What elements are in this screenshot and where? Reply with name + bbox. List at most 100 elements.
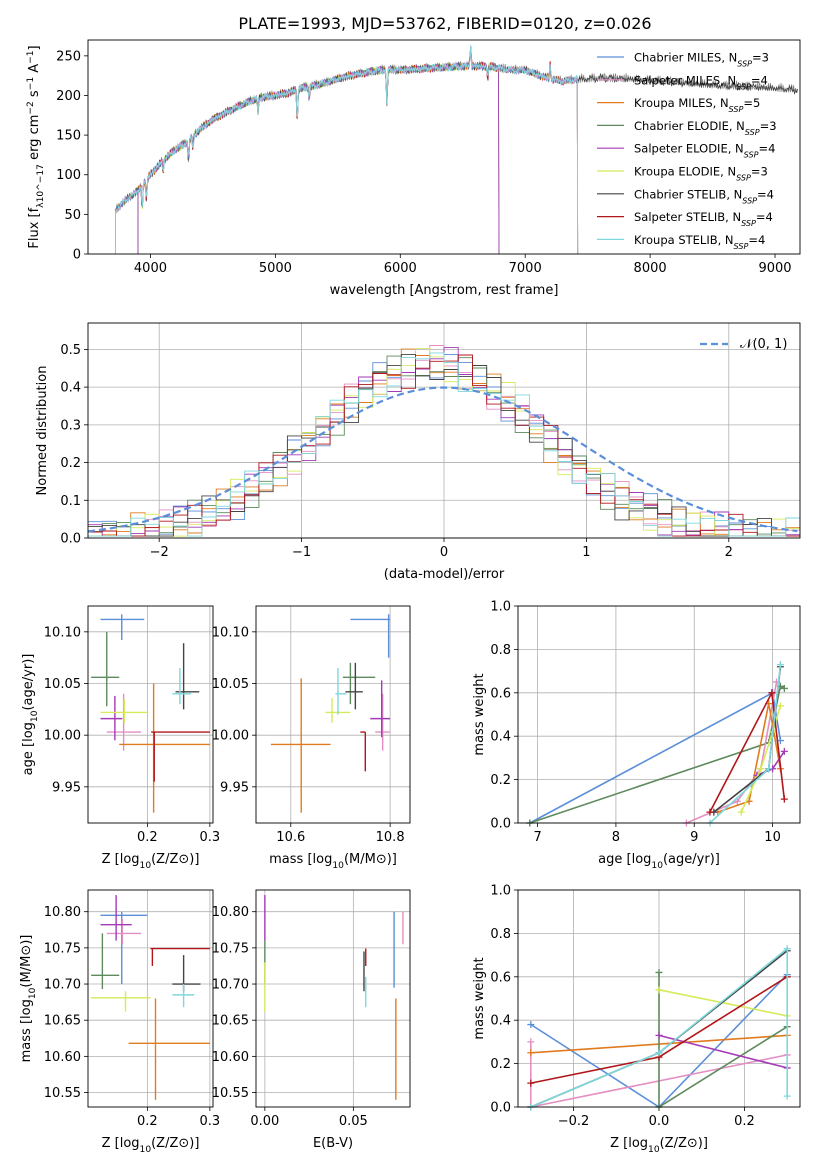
mass_vs_Z-ytick-label: 10.75 [44, 941, 81, 956]
weight_vs_Z-marker-kroupa_stelib [783, 1092, 791, 1100]
age_vs_mass-xtick-label: 10.8 [376, 830, 405, 845]
legend-label-kroupa_elodie: Kroupa ELODIE, NSSP=3 [634, 165, 768, 183]
spectrum-legend: Chabrier MILES, NSSP=3 Salpeter MILES, NS… [597, 51, 777, 250]
weight_vs_Z-marker-chabrier_miles [527, 1021, 535, 1029]
model-spectrum-kroupa_stelib [115, 44, 579, 254]
age_vs_Z-xtick-label: 0.3 [200, 830, 221, 845]
residuals-xtick-label: 1 [582, 545, 590, 560]
age_vs_mass-ytick-label: 10.05 [212, 677, 249, 692]
spectrum-xtick-label: 4000 [134, 261, 167, 276]
weight_vs_Z-marker-salpeter_miles [527, 1038, 535, 1046]
weight_vs_age-marker-kroupa_stelib [765, 765, 773, 773]
mass_vs_EBV-points [264, 895, 404, 1100]
weight_vs_age-marker-kroupa_elodie [737, 808, 745, 816]
mass_vs_Z-ytick-label: 10.55 [44, 1086, 81, 1101]
weight_vs_age-xtick-label: 10 [764, 830, 781, 845]
weight_vs_age-line-salpeter_miles [686, 681, 778, 824]
weight_vs_Z-frame [517, 889, 801, 1108]
age_vs_Z-ytick-label: 10.10 [44, 625, 81, 640]
legend-label-kroupa_miles: Kroupa MILES, NSSP=5 [634, 96, 760, 114]
residual-histograms [88, 345, 800, 537]
weight_vs_Z-marker-salpeter_elodie [655, 1031, 663, 1039]
spectrum-axes: 4000 5000 6000 7000 8000 9000 0 50 100 150 200 250 w… [26, 45, 792, 298]
spectrum-xtick-label: 6000 [384, 261, 417, 276]
spectrum-xtick-label: 5000 [259, 261, 292, 276]
mass_vs_Z-xlabel: Z [log10(Z/Z⊙)] [102, 1136, 200, 1155]
residuals-xtick-label: −1 [292, 545, 311, 560]
weight_vs_Z-ytick-label: 0.4 [490, 1014, 511, 1029]
spectrum-lines [115, 44, 798, 254]
legend-label-chabrier_miles: Chabrier MILES, NSSP=3 [634, 51, 769, 69]
weight_vs_Z-xlabel: Z [log10(Z/Z⊙)] [610, 1136, 708, 1155]
weight_vs_age-line-salpeter_stelib [709, 690, 786, 813]
residuals-ytick-label: 0.5 [60, 343, 81, 358]
age_vs_mass-frame [255, 605, 411, 824]
mass_vs_EBV-xtick-label: 0.00 [250, 1114, 279, 1129]
histogram-kroupa_stelib [88, 352, 800, 537]
legend-label-chabrier_stelib: Chabrier STELIB, NSSP=4 [634, 187, 774, 205]
weight_vs_age-line-kroupa_elodie [740, 705, 782, 813]
spectrum-xtick-label: 7000 [509, 261, 542, 276]
spectrum-ytick-label: 0 [73, 248, 81, 263]
model-spectrum-kroupa_elodie [137, 46, 500, 254]
weight_vs_Z-marker-kroupa_miles [527, 1049, 535, 1057]
weight_vs_Z-marker-chabrier_elodie [655, 968, 663, 976]
mass_vs_EBV-ytick-label: 10.60 [212, 1050, 249, 1065]
weight_vs_age-xtick-label: 7 [533, 830, 541, 845]
legend-label-salpeter_miles: Salpeter MILES, NSSP=4 [634, 73, 768, 91]
spectrum-ylabel: Flux [fλ10^−17 erg cm−2 s−1 A−1] [26, 45, 46, 248]
weight_vs_age-marker-chabrier_elodie [780, 684, 788, 692]
weight_vs_Z-series [527, 945, 791, 1111]
weight_vs_Z-ylabel: mass weight [472, 957, 487, 1039]
weight_vs_Z-marker-kroupa_elodie [655, 986, 663, 994]
weight_vs_age-marker-kroupa_elodie [757, 765, 765, 773]
weight_vs_age-axes: 7 8 9 10 0.0 0.2 0.4 0.6 0.8 1.0 age [log10(age/yr… [472, 600, 800, 871]
mass_vs_EBV-ytick-label: 10.75 [212, 941, 249, 956]
spectrum-xlabel: wavelength [Angstrom, rest frame] [330, 283, 559, 298]
weight_vs_Z-line-kroupa_elodie [658, 989, 788, 1017]
mass_vs_EBV-frame [255, 889, 411, 1108]
age_vs_Z-xlabel: Z [log10(Z/Z⊙)] [102, 852, 200, 871]
histogram-kroupa_elodie [88, 347, 800, 537]
legend-label-normal: 𝒩(0, 1) [740, 337, 787, 352]
legend-label-salpeter_elodie: Salpeter ELODIE, NSSP=4 [634, 142, 775, 160]
age_vs_Z-ylabel: age [log10(age/yr)] [21, 654, 40, 776]
weight_vs_age-series [526, 661, 788, 827]
spectrum-frame [87, 39, 801, 255]
age_vs_Z-ytick-label: 10.05 [44, 677, 81, 692]
mass_vs_Z-ylabel: mass [log10(M/M⊙)] [19, 935, 38, 1063]
weight_vs_Z-xtick-label: −0.2 [558, 1114, 590, 1129]
age_vs_Z-points [91, 614, 210, 813]
histogram-chabrier_stelib [88, 353, 800, 537]
residuals-xlabel: (data-model)/error [384, 567, 505, 582]
weight_vs_age-ytick-label: 0.2 [490, 773, 511, 788]
spectrum-ytick-label: 200 [56, 89, 81, 104]
age_vs_mass-ytick-label: 9.95 [220, 780, 249, 795]
weight_vs_age-xtick-label: 9 [690, 830, 698, 845]
age_vs_Z-ytick-label: 9.95 [52, 780, 81, 795]
age_vs_Z-ytick-label: 10.00 [44, 729, 81, 744]
weight_vs_Z-ytick-label: 0.8 [490, 927, 511, 942]
residuals-ylabel: Normed distribution [35, 366, 50, 496]
weight_vs_age-ytick-label: 0.0 [490, 817, 511, 832]
spectrum-xtick-label: 8000 [634, 261, 667, 276]
age_vs_mass-axes: 10.6 10.8 9.95 10.00 10.05 10.10 mass [log10(M… [212, 606, 410, 871]
residuals-ytick-label: 0.3 [60, 418, 81, 433]
spectrum-xtick-label: 9000 [758, 261, 791, 276]
weight_vs_age-marker-salpeter_stelib [768, 689, 776, 697]
mass_vs_Z-xtick-label: 0.2 [137, 1114, 158, 1129]
weight_vs_age-marker-salpeter_miles [733, 797, 741, 805]
age_vs_mass-points [270, 614, 391, 813]
legend-label-chabrier_elodie: Chabrier ELODIE, NSSP=3 [634, 119, 777, 137]
weight_vs_age-ytick-label: 1.0 [490, 600, 511, 615]
weight_vs_Z-ytick-label: 1.0 [490, 884, 511, 899]
weight_vs_Z-ytick-label: 0.2 [490, 1057, 511, 1072]
age_vs_mass-xtick-label: 10.6 [276, 830, 305, 845]
mass_vs_EBV-ytick-label: 10.65 [212, 1014, 249, 1029]
mass_vs_EBV-ytick-label: 10.55 [212, 1086, 249, 1101]
mass_vs_Z-ytick-label: 10.70 [44, 978, 81, 993]
spectrum-ytick-label: 50 [64, 208, 81, 223]
weight_vs_Z-marker-kroupa_stelib [783, 945, 791, 953]
legend-label-salpeter_stelib: Salpeter STELIB, NSSP=4 [634, 210, 773, 228]
